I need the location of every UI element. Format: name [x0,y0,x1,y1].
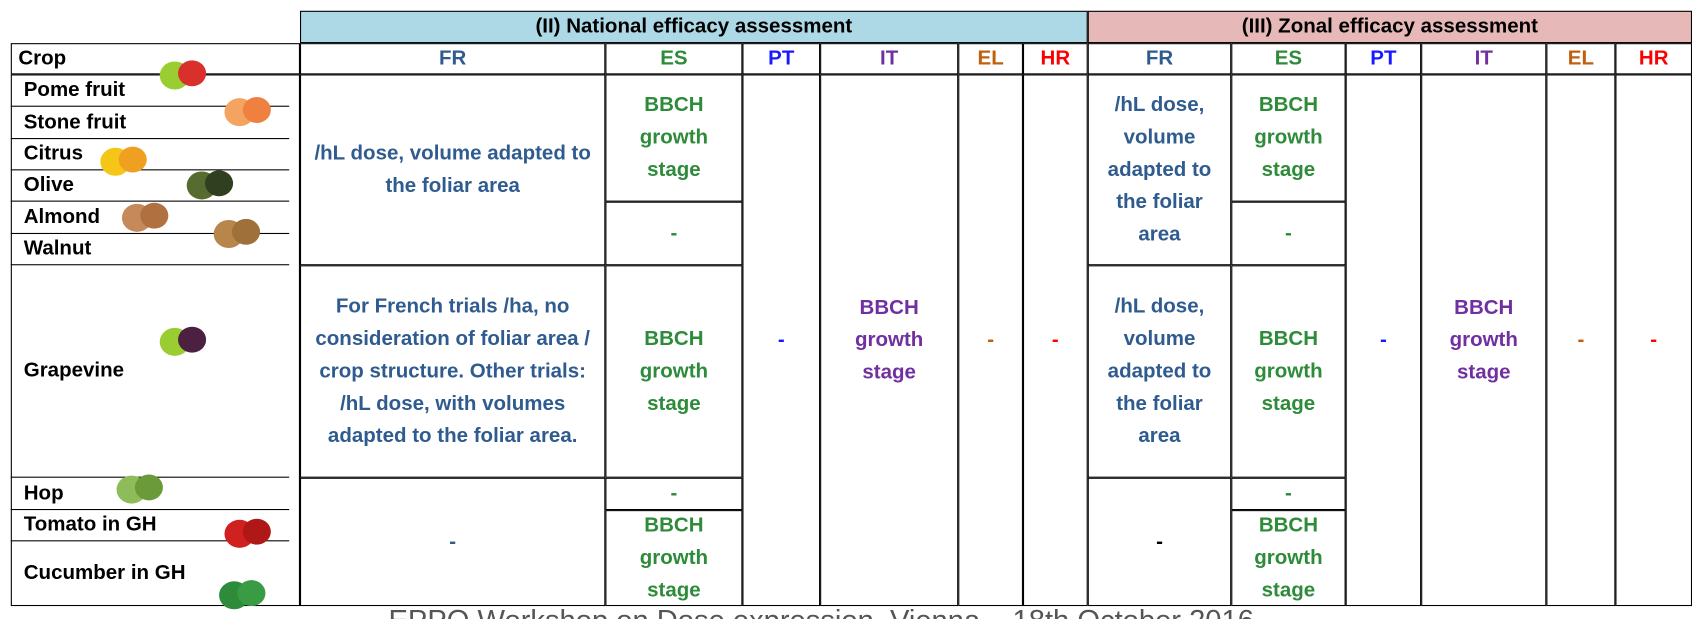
crop-icon [219,580,266,610]
crop-name: Cucumber in GH [23,561,186,585]
table-cell: - [1022,74,1088,607]
column-header: FR [299,43,606,75]
table-cell: BBCH growth stage [605,74,743,202]
column-header: HR [1022,43,1088,75]
crop-icon [186,170,234,200]
column-header: EL [1546,43,1616,75]
table-cell: /hL dose, volume adapted to the foliar a… [1087,74,1232,266]
column-header: ES [1231,43,1346,75]
crop-name: Stone fruit [10,107,290,140]
table-cell: BBCH growth stage [1231,265,1346,478]
crop-name: Almond [10,202,290,235]
table-cell: For French trials /ha, no consideration … [299,265,606,478]
crop-icon [159,326,207,356]
table-cell: - [958,74,1023,607]
table-cell: - [1345,74,1422,607]
table-cell: BBCH growth stage [1231,74,1346,202]
crop-name: Pome fruit [10,74,290,107]
footer: EPPO Workshop on Dose expression, Vienna… [388,604,1510,619]
crop-icon [100,146,147,176]
crop-icon [224,97,271,127]
table-cell: - [605,477,743,511]
column-header: HR [1615,43,1692,75]
column-header: FR [1087,43,1232,75]
column-header: EL [958,43,1023,75]
table-cell: - [1546,74,1616,607]
crop-icon [159,60,207,90]
column-header: ES [605,43,743,75]
table-cell: - [1231,477,1346,511]
crop-icon [116,474,163,504]
column-header: PT [1345,43,1422,75]
table-cell: /hL dose, volume adapted to the foliar a… [1087,265,1232,478]
crop-column [10,74,300,607]
group-header: (II) National efficacy assessment [299,10,1088,44]
column-header: IT [820,43,959,75]
table-cell: BBCH growth stage [820,74,959,607]
crop-name: Walnut [10,234,290,266]
group-header: (III) Zonal efficacy assessment [1087,10,1692,44]
table-cell: - [605,201,743,266]
table-cell: - [1615,74,1692,607]
table-cell: - [299,477,606,607]
table-cell: BBCH growth stage [1231,510,1346,607]
column-header: IT [1421,43,1547,75]
crop-icon [213,218,261,249]
crop-name: Hop [10,478,290,511]
table-cell: - [1231,201,1346,266]
crop-name: Citrus [10,139,290,171]
table-cell: BBCH growth stage [1421,74,1547,607]
column-header: PT [742,43,821,75]
crop-header: Crop [10,43,300,75]
table-cell: - [1087,477,1232,607]
crop-name: Grapevine [10,265,290,478]
table-cell: - [742,74,821,607]
table-cell: /hL dose, volume adapted to the foliar a… [299,74,606,266]
crop-icon [224,518,271,548]
crop-name: Olive [10,170,290,202]
table-cell: BBCH growth stage [605,510,743,607]
table-cell: BBCH growth stage [605,265,743,478]
crop-name: Tomato in GH [10,510,290,542]
crop-icon [121,202,169,232]
